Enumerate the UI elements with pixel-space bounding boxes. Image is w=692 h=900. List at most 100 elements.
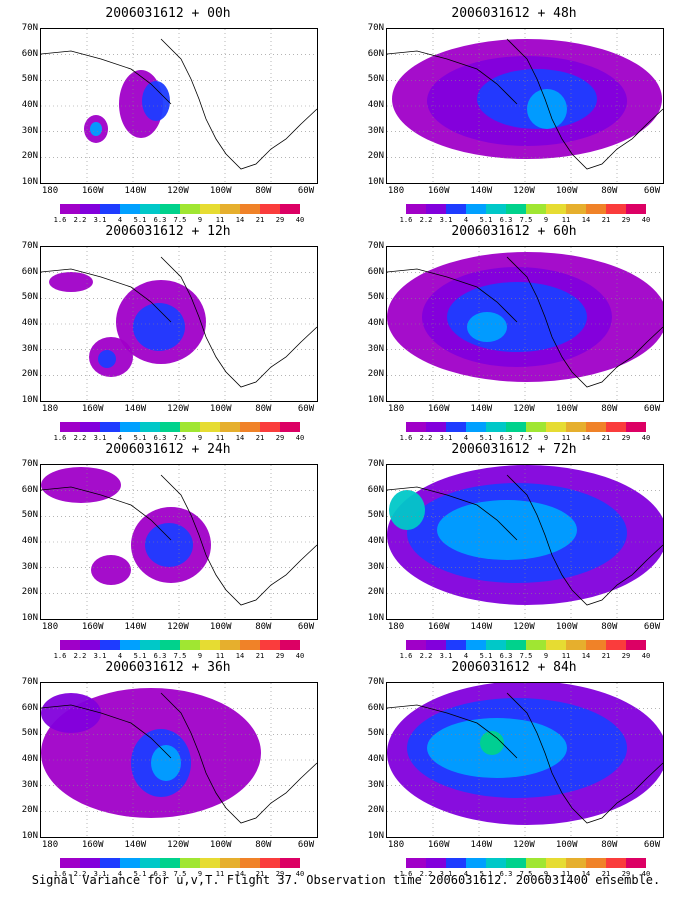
colorbar-swatch <box>220 204 240 214</box>
colorbar-swatch <box>406 858 426 868</box>
colorbar-label: 4 <box>463 652 469 660</box>
colorbar-swatch <box>566 422 586 432</box>
latitude-label: 10N <box>367 613 384 623</box>
colorbar-label: 9 <box>543 434 549 442</box>
colorbar-swatch <box>280 858 300 868</box>
colorbar-label: 7.5 <box>173 870 187 878</box>
colorbar-label: 40 <box>641 870 651 878</box>
colorbar-label: 3.1 <box>439 652 453 660</box>
colorbar-swatch <box>160 204 180 214</box>
panel-title: 2006031612 + 60h <box>451 224 577 239</box>
colorbar-label: 2.2 <box>73 216 87 224</box>
colorbar-swatch <box>466 858 486 868</box>
colorbar-swatch <box>280 422 300 432</box>
signal-variance-region <box>142 81 170 121</box>
colorbar-label: 21 <box>601 870 611 878</box>
colorbar-swatch <box>506 858 526 868</box>
colorbar-swatch <box>606 204 626 214</box>
colorbar <box>406 858 646 868</box>
colorbar-label: 7.5 <box>519 216 533 224</box>
colorbar-swatch <box>486 204 506 214</box>
map-area <box>386 246 664 402</box>
latitude-label: 60N <box>21 484 38 495</box>
colorbar-swatch <box>546 858 566 868</box>
colorbar-swatch <box>586 204 606 214</box>
colorbar-label: 9 <box>197 434 203 442</box>
latitude-label: 60N <box>21 48 38 59</box>
latitude-label: 60N <box>21 702 38 713</box>
latitude-label: 70N <box>367 241 384 251</box>
coastline <box>506 256 663 388</box>
longitude-label: 60W <box>297 840 315 850</box>
coastline <box>160 692 317 824</box>
colorbar-label: 2.2 <box>419 652 433 660</box>
map-area <box>40 464 318 620</box>
colorbar-label: 2.2 <box>419 870 433 878</box>
colorbar-swatch <box>200 858 220 868</box>
latitude-label: 30N <box>21 779 38 790</box>
panel-title: 2006031612 + 48h <box>451 6 577 21</box>
latitude-label: 10N <box>367 395 384 405</box>
colorbar-swatch <box>180 858 200 868</box>
colorbar-label: 6.3 <box>153 870 167 878</box>
coastline <box>41 268 172 323</box>
colorbar-swatch <box>120 204 140 214</box>
colorbar-swatch <box>586 422 606 432</box>
latitude-label: 50N <box>367 728 384 739</box>
colorbar-swatch <box>486 858 506 868</box>
latitude-label: 40N <box>367 318 384 328</box>
longitude-label: 60W <box>643 622 661 632</box>
longitude-label: 160W <box>427 404 450 414</box>
longitude-label: 80W <box>601 622 618 632</box>
colorbar-label: 11 <box>215 652 225 660</box>
map-panel: 2006031612 + 48h 70N 60N 50N 40N 30N 20N 10N 180… <box>354 6 674 224</box>
colorbar-swatch <box>566 204 586 214</box>
colorbar-swatch <box>626 640 646 650</box>
latitude-label: 40N <box>21 536 38 546</box>
longitude-label: 100W <box>555 622 578 632</box>
coastline <box>41 704 172 759</box>
longitude-label: 180 <box>387 840 405 850</box>
colorbar-swatch <box>180 204 200 214</box>
latitude-label: 40N <box>367 100 384 110</box>
colorbar-label: 40 <box>295 870 305 878</box>
latitude-label: 20N <box>367 587 384 598</box>
latitude-label: 50N <box>21 292 38 303</box>
longitude-label: 60W <box>643 840 661 850</box>
colorbar-label: 4 <box>463 434 469 442</box>
latitude-label: 60N <box>367 702 384 713</box>
colorbar-swatch <box>260 204 280 214</box>
colorbar-swatch <box>406 204 426 214</box>
latitude-label: 30N <box>21 561 38 572</box>
colorbar-swatch <box>506 204 526 214</box>
colorbar-swatch <box>260 640 280 650</box>
colorbar <box>406 422 646 432</box>
colorbar-label: 40 <box>641 434 651 442</box>
colorbar-label: 1.6 <box>53 870 67 878</box>
longitude-label: 80W <box>255 404 272 414</box>
colorbar-label: 21 <box>255 434 265 442</box>
colorbar-label: 5.1 <box>479 216 493 224</box>
colorbar-swatch <box>546 640 566 650</box>
latitude-label: 40N <box>21 100 38 110</box>
colorbar-swatch <box>446 640 466 650</box>
colorbar-swatch <box>606 422 626 432</box>
latitude-label: 60N <box>21 266 38 277</box>
colorbar-label: 4 <box>117 216 123 224</box>
colorbar-swatch <box>280 204 300 214</box>
colorbar-label: 29 <box>621 434 631 442</box>
longitude-label: 180 <box>387 404 405 414</box>
colorbar-swatch <box>140 858 160 868</box>
longitude-label: 80W <box>255 840 272 850</box>
map-panel: 2006031612 + 60h 70N 60N 50N 40N 30N 20N 10N 180… <box>354 224 674 442</box>
longitude-label: 80W <box>255 186 272 196</box>
longitude-label: 120W <box>513 186 535 196</box>
coastline <box>160 38 317 170</box>
colorbar-swatch <box>200 640 220 650</box>
longitude-label: 60W <box>643 404 661 414</box>
colorbar-label: 2.2 <box>73 434 87 442</box>
colorbar-label: 11 <box>215 434 225 442</box>
colorbar-label: 40 <box>295 434 305 442</box>
longitude-label: 180 <box>41 186 59 196</box>
colorbar-label: 40 <box>295 652 305 660</box>
